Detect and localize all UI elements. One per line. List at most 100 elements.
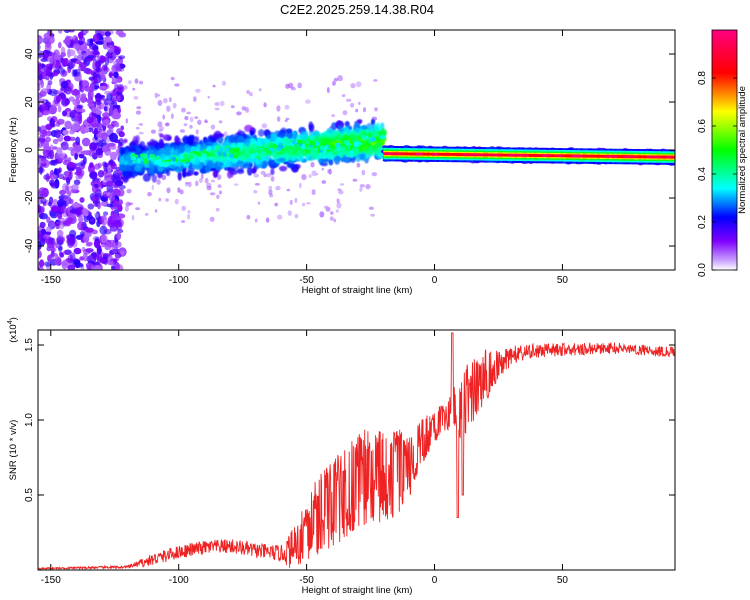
spectrogram-cell xyxy=(60,141,69,151)
chart-title: C2E2.2025.259.14.38.R04 xyxy=(280,2,434,17)
spectrogram-cell xyxy=(189,116,194,123)
spectrogram-cell xyxy=(207,96,210,99)
spectrogram-cell xyxy=(467,153,477,156)
spectrogram-cell xyxy=(39,129,48,138)
spectrogram-cell xyxy=(38,38,46,43)
spectrogram-cell xyxy=(313,147,319,152)
spectrogram-cell xyxy=(323,205,329,209)
spectrogram-cell xyxy=(97,170,105,178)
spectrogram-cell xyxy=(223,131,228,136)
spectrogram-cell xyxy=(107,260,114,266)
spectrogram-cell xyxy=(329,216,334,221)
spectrogram-cell xyxy=(100,233,108,244)
spectrogram-cell xyxy=(332,80,336,86)
spectrogram-cell xyxy=(108,127,114,132)
spectrogram-cell xyxy=(90,181,95,186)
spectrogram-cell xyxy=(73,247,82,255)
spectrogram-cell xyxy=(116,95,121,102)
spectrogram-cell xyxy=(187,135,194,146)
spectrogram-cell xyxy=(462,153,467,156)
spectrogram-cell xyxy=(266,150,273,155)
spectrogram-cell xyxy=(616,155,620,158)
spectrogram-cell xyxy=(161,174,167,181)
spectrogram-cell xyxy=(253,173,260,178)
spectrogram-cell xyxy=(50,250,55,259)
spectrogram-cell xyxy=(108,193,116,202)
spectrogram-cell xyxy=(72,98,81,106)
spectrogram-cell xyxy=(361,136,367,141)
spectrogram-cell xyxy=(38,157,42,165)
spectrogram-cell xyxy=(359,187,363,192)
spectrogram-cell xyxy=(206,185,212,191)
spectrogram-cell xyxy=(548,154,552,158)
spectrogram-cell xyxy=(290,86,296,91)
spectrogram-cell xyxy=(38,70,43,75)
spectrogram-cell xyxy=(412,152,416,156)
spectrogram-cell xyxy=(194,116,199,119)
spectrogram-cell xyxy=(102,252,111,257)
spectrogram-cell xyxy=(78,216,84,224)
spectrogram-cell xyxy=(99,225,108,235)
spectrogram-cell xyxy=(94,100,102,105)
spectrogram-cell xyxy=(120,176,129,181)
spectrogram-cell xyxy=(407,152,411,156)
spectrogram-cell xyxy=(102,119,111,127)
spectrogram-cell xyxy=(99,85,108,91)
spectrogram-cell xyxy=(94,183,99,188)
spectrogram-cell xyxy=(185,182,190,185)
spectrogram-cell xyxy=(130,156,136,161)
spectrogram-cell xyxy=(93,77,98,85)
spectrogram-cell xyxy=(98,35,104,41)
spectrogram-cell xyxy=(305,154,310,160)
spectrogram-cell xyxy=(211,149,219,154)
spectrogram-cell xyxy=(112,112,121,120)
spectrogram-cell xyxy=(40,88,50,94)
spectrogram-cell xyxy=(665,155,673,159)
spectrogram-cell xyxy=(165,198,169,202)
spectrogram-cell xyxy=(71,122,81,132)
spectrogram-cell xyxy=(350,83,356,89)
spectrogram-cell xyxy=(159,133,164,138)
spectrogram-cell xyxy=(45,237,54,245)
spectrogram-cell xyxy=(297,82,302,89)
spectrogram-cell xyxy=(147,192,152,197)
spectrogram-cell xyxy=(83,30,89,34)
spectrogram-cell xyxy=(135,207,141,211)
spectrogram-cell xyxy=(192,96,197,102)
spectrogram-cell xyxy=(80,93,87,104)
spectrogram-cell xyxy=(97,248,103,253)
spectrogram-cell xyxy=(299,155,304,162)
spectrogram-cell xyxy=(357,119,363,124)
spectrogram-cell xyxy=(276,105,281,112)
spectrogram-cell xyxy=(301,202,306,207)
spectrogram-cell xyxy=(367,125,373,133)
spectrogram-cell xyxy=(333,77,339,82)
spectrogram-cell xyxy=(88,149,95,157)
spectrogram-cell xyxy=(69,129,75,135)
spectrogram-cell xyxy=(174,198,179,205)
spectrogram-cell xyxy=(299,182,302,189)
snr-frame xyxy=(37,329,676,571)
spectrogram-cell xyxy=(155,159,162,165)
spectrogram-cell xyxy=(285,117,290,121)
spectrogram-cell xyxy=(118,55,126,60)
spectrogram-cell xyxy=(170,76,175,81)
spectrogram-cell xyxy=(105,53,112,58)
spectrogram-cell xyxy=(62,110,68,117)
spectrogram-cell xyxy=(174,135,180,144)
spectrogram-cell xyxy=(451,153,455,156)
spectrogram-cell xyxy=(67,264,76,270)
spectrogram-cell xyxy=(197,119,202,126)
spectrogram-cell xyxy=(107,164,112,174)
spectrogram-cell xyxy=(171,156,176,162)
spectrogram-cell xyxy=(326,87,330,94)
spectrogram-cell xyxy=(104,31,112,37)
spectrogram-cell xyxy=(254,183,260,186)
spectrogram-cell xyxy=(49,71,54,80)
spectrogram-cell xyxy=(159,153,166,160)
spectrogram-cell xyxy=(622,155,630,158)
spectrogram-cell xyxy=(289,155,297,162)
spectrogram-cell xyxy=(73,88,79,93)
spectrogram-cell xyxy=(38,83,41,92)
spectrogram-cell xyxy=(72,69,78,77)
